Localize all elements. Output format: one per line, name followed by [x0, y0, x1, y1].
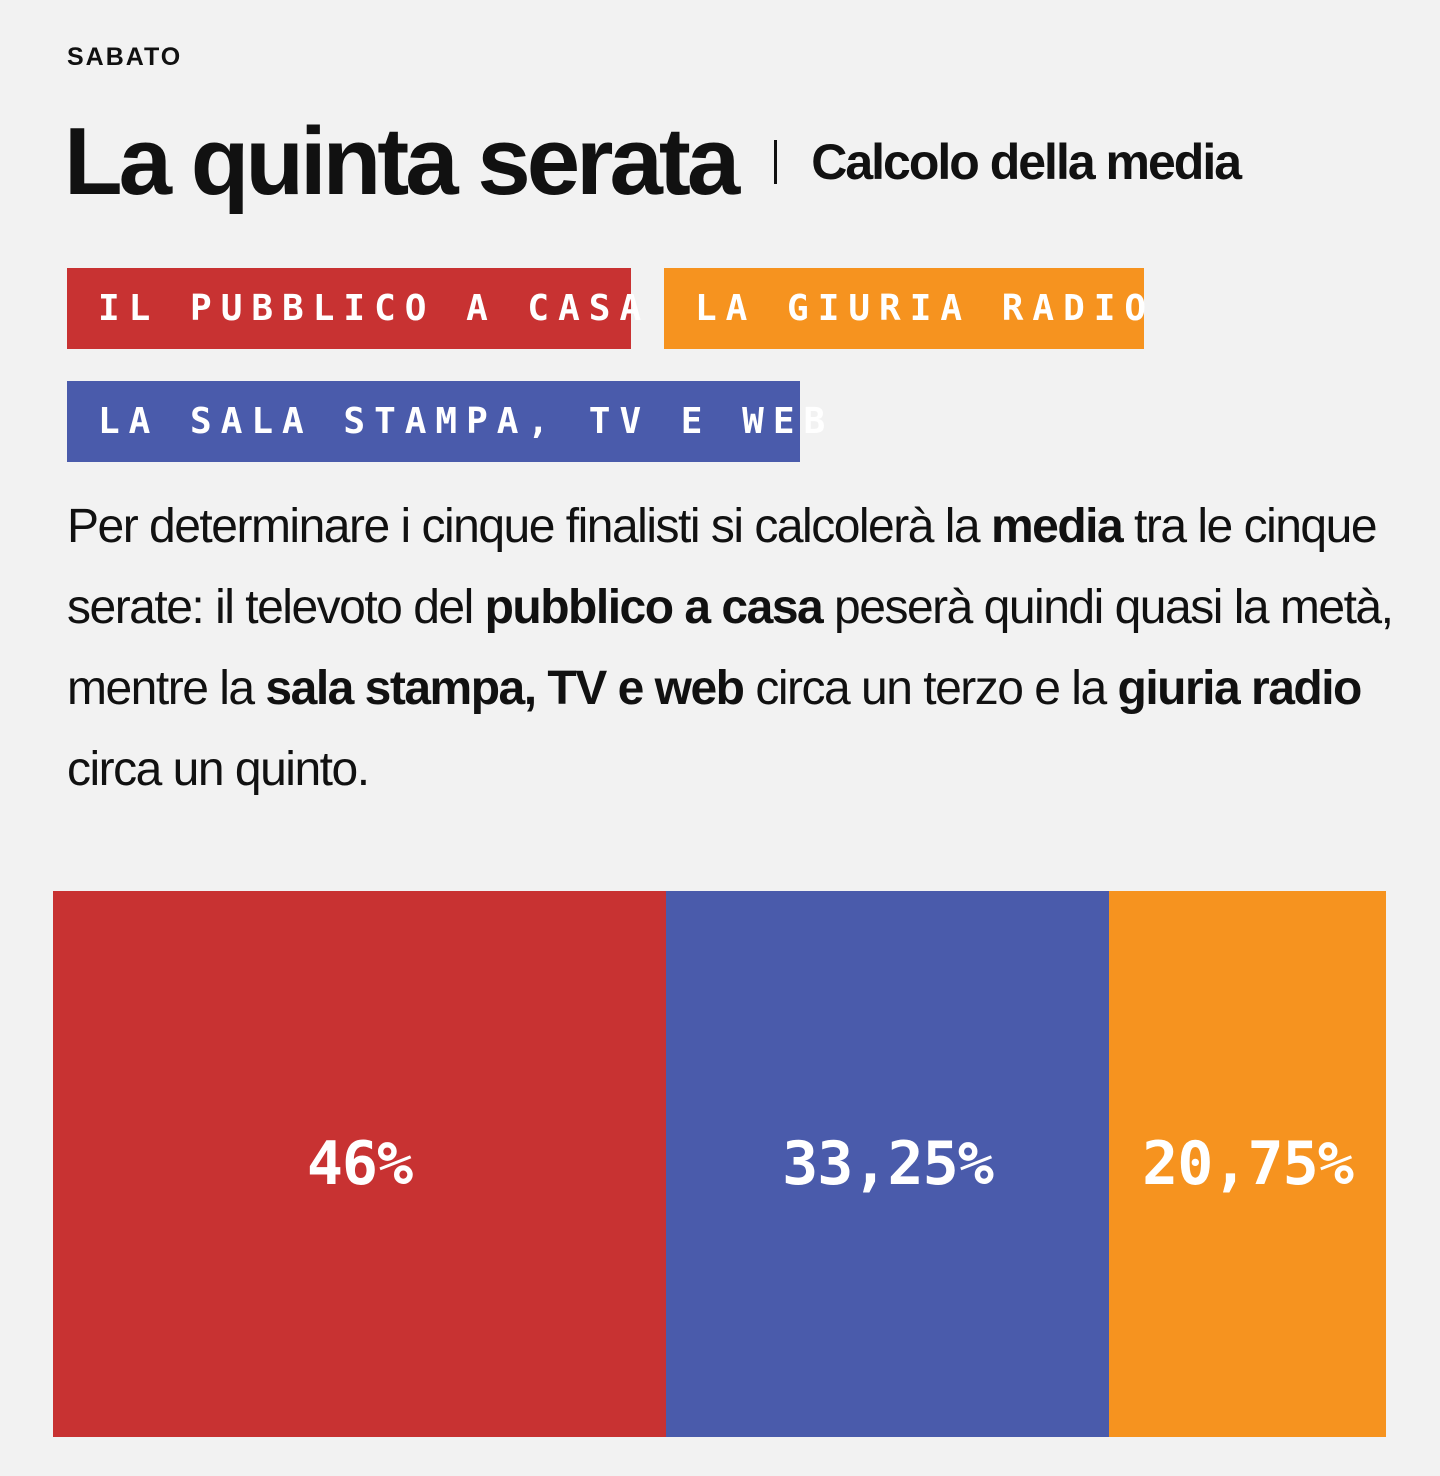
description-text: circa un quinto. — [67, 743, 370, 796]
bar-segment-sala-stampa: 33,25% — [666, 891, 1109, 1437]
description-text: circa un terzo e la — [743, 662, 1118, 715]
page-title: La quinta serata — [64, 108, 740, 215]
bar-value-label: 20,75% — [1142, 1129, 1354, 1199]
bar-segment-giuria-radio: 20,75% — [1109, 891, 1386, 1437]
description-bold-media: media — [990, 500, 1124, 553]
legend-tag-sala-stampa: LA SALA STAMPA, TV E WEB — [67, 381, 825, 462]
title-row: La quinta serata Calcolo della media — [64, 102, 1242, 222]
description-bold-sala-stampa: sala stampa, TV e web — [265, 662, 745, 715]
description-paragraph: Per determinare i cinque finalisti si ca… — [67, 486, 1397, 810]
description-text: peserà quindi quasi la metà, mentre la — [67, 581, 1394, 715]
bar-value-label: 33,25% — [782, 1129, 994, 1199]
title-divider — [774, 140, 778, 184]
bar-value-label: 46% — [306, 1129, 413, 1199]
legend-tag-giuria-radio: LA GIURIA RADIO — [664, 268, 1146, 349]
legend-tag-pubblico-a-casa: IL PUBBLICO A CASA — [67, 268, 641, 349]
description-bold-pubblico: pubblico a casa — [484, 581, 824, 634]
kicker: SABATO — [67, 43, 183, 71]
stacked-bar-chart: 46% 33,25% 20,75% — [53, 891, 1386, 1437]
description-bold-giuria: giuria radio — [1117, 662, 1363, 715]
page-subtitle: Calcolo della media — [811, 134, 1242, 190]
description-text: Per determinare i cinque finalisti si ca… — [67, 500, 991, 553]
description-text: tra le cinque serate: il televoto del — [67, 500, 1378, 634]
bar-segment-pubblico-a-casa: 46% — [53, 891, 666, 1437]
